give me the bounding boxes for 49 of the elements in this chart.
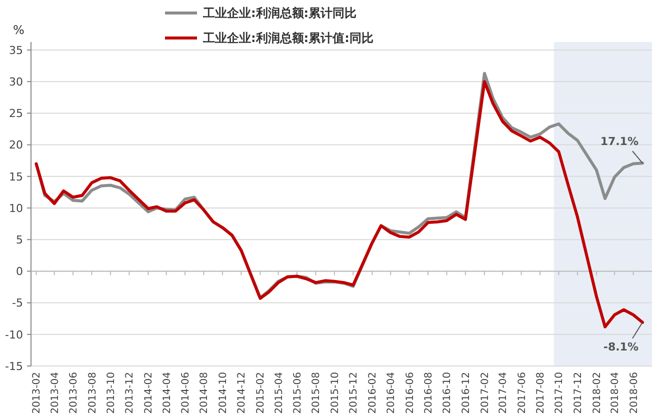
x-tick-label: 2013-12 bbox=[124, 372, 136, 414]
x-tick-label: 2017-10 bbox=[554, 372, 566, 414]
x-tick-label: 2014-04 bbox=[162, 372, 173, 414]
x-tick-label: 2016-10 bbox=[442, 372, 454, 414]
y-tick-label: 5 bbox=[16, 233, 23, 246]
x-tick-label: 2018-02 bbox=[592, 372, 603, 414]
x-tick-label: 2017-06 bbox=[516, 372, 528, 414]
x-tick-label: 2014-06 bbox=[180, 372, 192, 414]
annotation: 17.1% bbox=[600, 135, 638, 148]
x-tick-label: 2016-06 bbox=[404, 372, 416, 414]
x-tick-label: 2018-06 bbox=[628, 372, 640, 414]
y-axis-title: % bbox=[13, 23, 24, 37]
y-tick-label: -10 bbox=[5, 328, 23, 342]
x-tick-label: 2014-02 bbox=[144, 372, 155, 414]
x-tick-label: 2014-10 bbox=[218, 372, 229, 414]
legend-label: 工业企业:利润总额:累计同比 bbox=[202, 6, 357, 20]
y-tick-label: -15 bbox=[5, 360, 23, 373]
x-tick-label: 2016-08 bbox=[424, 372, 435, 414]
y-tick-label: 10 bbox=[9, 202, 23, 215]
x-tick-label: 2015-12 bbox=[348, 372, 360, 414]
x-tick-label: 2015-06 bbox=[292, 372, 304, 414]
y-tick-label: 30 bbox=[9, 75, 23, 88]
x-tick-label: 2018-04 bbox=[610, 372, 622, 414]
annotation: -8.1% bbox=[603, 340, 638, 354]
x-tick-label: 2017-08 bbox=[536, 372, 547, 414]
y-tick-label: 20 bbox=[9, 138, 23, 152]
x-tick-label: 2015-02 bbox=[256, 372, 267, 414]
x-tick-label: 2017-12 bbox=[572, 372, 584, 414]
x-tick-label: 2014-12 bbox=[236, 372, 248, 414]
x-tick-label: 2015-04 bbox=[274, 372, 285, 414]
x-tick-label: 2017-02 bbox=[480, 372, 491, 414]
x-tick-label: 2013-06 bbox=[68, 372, 80, 414]
y-tick-label: 15 bbox=[9, 170, 23, 184]
x-tick-label: 2015-10 bbox=[330, 372, 341, 414]
x-tick-label: 2014-08 bbox=[199, 372, 210, 414]
x-tick-label: 2016-02 bbox=[368, 372, 379, 414]
x-tick-label: 2015-08 bbox=[311, 372, 322, 414]
x-tick-label: 2013-10 bbox=[106, 372, 117, 414]
x-tick-label: 2013-04 bbox=[50, 372, 61, 414]
x-tick-label: 2016-04 bbox=[386, 372, 398, 414]
x-tick-label: 2013-08 bbox=[87, 372, 98, 414]
y-tick-label: -5 bbox=[12, 296, 23, 310]
y-tick-label: 0 bbox=[16, 265, 23, 278]
x-tick-label: 2016-12 bbox=[460, 372, 472, 414]
y-tick-label: 35 bbox=[9, 44, 23, 57]
y-tick-label: 25 bbox=[9, 107, 23, 120]
x-tick-label: 2017-04 bbox=[498, 372, 510, 414]
x-tick-label: 2013-02 bbox=[32, 372, 43, 414]
legend-label: 工业企业:利润总额:累计值:同比 bbox=[202, 31, 374, 46]
